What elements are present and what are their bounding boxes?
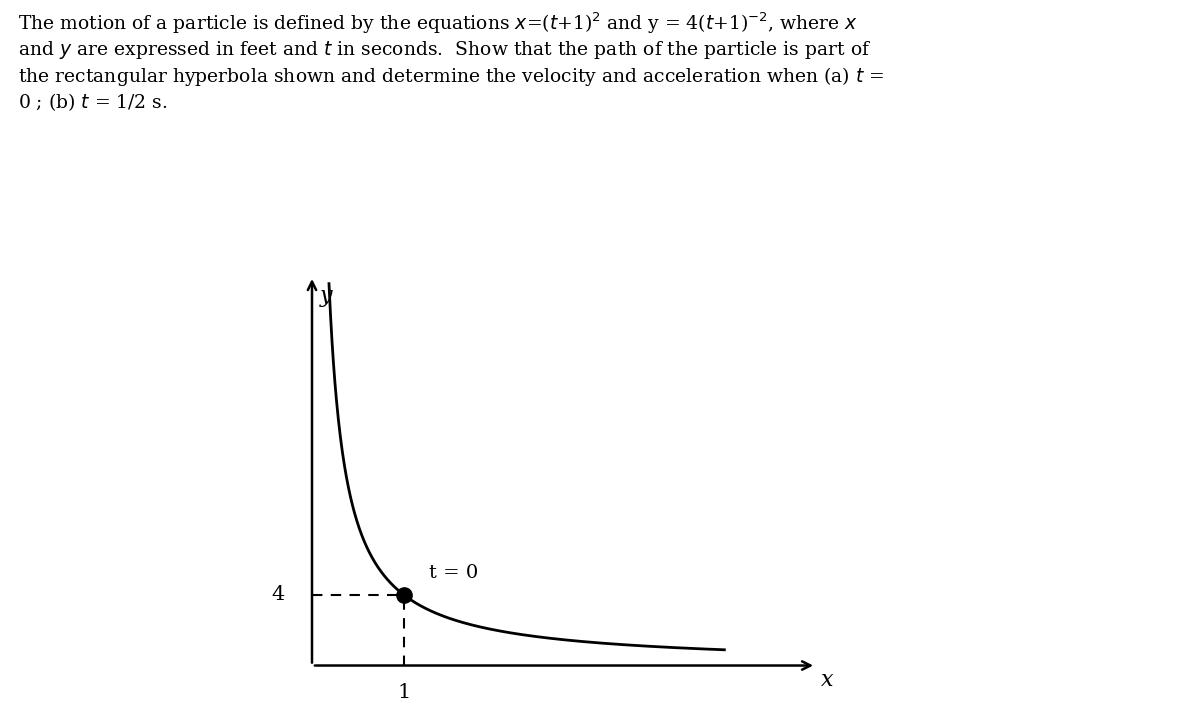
Text: 4: 4 [271,586,284,604]
Text: 1: 1 [397,683,410,702]
Text: t = 0: t = 0 [430,564,479,583]
Text: x: x [821,668,833,691]
Text: The motion of a particle is defined by the equations $x$=($t$+1)$^2$ and y = 4($: The motion of a particle is defined by t… [18,11,884,113]
Text: y: y [319,285,332,307]
